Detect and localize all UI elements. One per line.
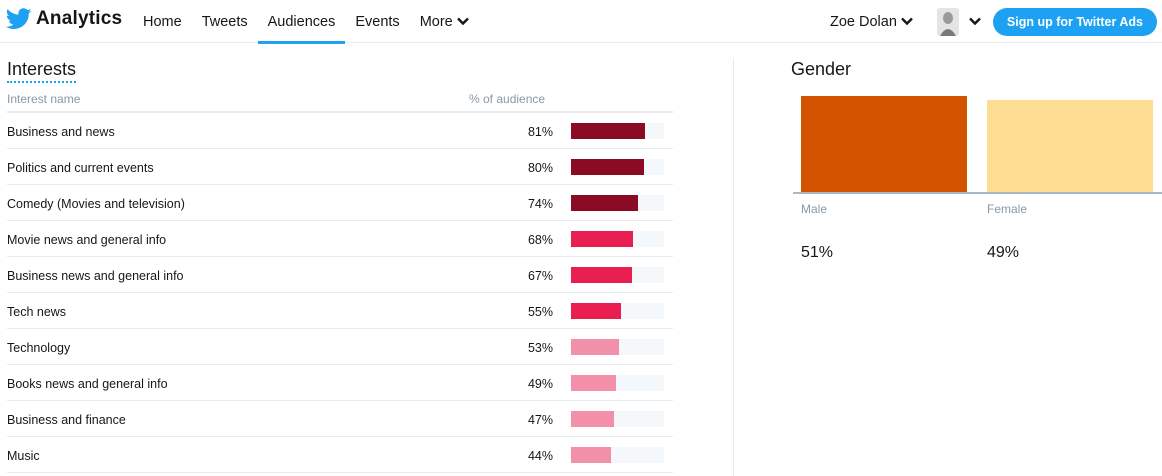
interest-bar-track — [571, 159, 664, 175]
interest-percent: 80% — [527, 161, 553, 175]
interests-table-header: Interest name % of audience — [7, 91, 673, 113]
interest-row: Business news and general info 67% — [7, 257, 673, 293]
panel-divider — [733, 58, 734, 476]
interest-bar-track — [571, 447, 664, 463]
interest-bar — [571, 267, 632, 283]
nav-home-label: Home — [143, 13, 182, 30]
gender-label-male: Male — [801, 202, 828, 216]
interest-name: Business news and general info — [7, 269, 184, 283]
interest-name: Books news and general info — [7, 377, 168, 391]
interests-title[interactable]: Interests — [7, 59, 77, 83]
main-nav: Home Tweets Audiences Events More — [133, 0, 479, 44]
interest-name: Comedy (Movies and television) — [7, 197, 185, 211]
interest-bar-track — [571, 303, 664, 319]
nav-more-label: More — [419, 13, 453, 30]
interest-bar — [571, 375, 616, 391]
gender-panel: Gender Male 51% Female 49% — [791, 59, 1162, 261]
account-nav: Zoe Dolan Sign up for Twitter Ads — [830, 0, 1162, 43]
interest-row: Music 44% — [7, 437, 673, 473]
interest-bar-track — [571, 195, 664, 211]
interest-bar — [571, 339, 619, 355]
user-menu[interactable]: Zoe Dolan — [830, 14, 913, 30]
interest-name: Politics and current events — [7, 161, 154, 175]
chevron-down-icon — [969, 17, 981, 26]
interest-name: Movie news and general info — [7, 233, 167, 247]
gender-bar-chart — [791, 84, 1162, 194]
interest-percent: 44% — [527, 449, 553, 463]
interest-bar — [571, 231, 633, 247]
signup-twitter-ads-button[interactable]: Sign up for Twitter Ads — [992, 7, 1157, 36]
interest-row: Business and news 81% — [7, 113, 673, 149]
avatar-menu[interactable] — [936, 7, 981, 36]
gender-bar-male — [801, 96, 967, 194]
column-header-interest-name: Interest name — [7, 92, 81, 106]
brand-title: Analytics — [36, 8, 123, 29]
interest-row: Books news and general info 49% — [7, 365, 673, 401]
interest-row: Business and finance 47% — [7, 401, 673, 437]
interest-name: Business and finance — [7, 413, 126, 427]
interest-percent: 74% — [527, 197, 553, 211]
interest-name: Technology — [7, 341, 71, 355]
nav-tweets[interactable]: Tweets — [192, 0, 258, 43]
interest-percent: 53% — [527, 341, 553, 355]
avatar — [936, 7, 959, 36]
chevron-down-icon — [456, 17, 469, 26]
interest-bar — [571, 195, 638, 211]
nav-audiences[interactable]: Audiences — [257, 0, 346, 44]
gender-value-male: 51% — [801, 244, 834, 261]
interest-percent: 67% — [527, 269, 553, 283]
interest-row: Comedy (Movies and television) 74% — [7, 185, 673, 221]
interest-bar — [571, 159, 644, 175]
interest-bar — [571, 123, 645, 139]
interest-bar-track — [571, 375, 664, 391]
interest-percent: 81% — [527, 125, 553, 139]
interest-bar-track — [571, 267, 664, 283]
gender-value-female: 49% — [987, 244, 1020, 261]
interest-bar-track — [571, 339, 664, 355]
interest-percent: 55% — [527, 305, 553, 319]
nav-audiences-label: Audiences — [267, 13, 336, 30]
interest-name: Tech news — [7, 305, 67, 319]
gender-axis-line — [793, 192, 1162, 194]
interest-row: Politics and current events 80% — [7, 149, 673, 185]
interest-row: Movie news and general info 68% — [7, 221, 673, 257]
interest-bar-track — [571, 123, 664, 139]
nav-tweets-label: Tweets — [201, 13, 248, 30]
interest-percent: 49% — [527, 377, 553, 391]
interest-bar-track — [571, 411, 664, 427]
brand[interactable]: Analytics — [6, 7, 122, 31]
interest-percent: 47% — [527, 413, 553, 427]
twitter-bird-icon — [6, 8, 32, 29]
interest-bar — [571, 447, 611, 463]
interest-name: Music — [7, 449, 40, 463]
interest-name: Business and news — [7, 125, 115, 139]
top-navigation-bar: Analytics Home Tweets Audiences Events M… — [0, 0, 1162, 44]
avatar-image-icon — [936, 7, 959, 36]
interest-bar-track — [571, 231, 664, 247]
gender-label-female: Female — [987, 202, 1028, 216]
nav-events[interactable]: Events — [345, 0, 409, 43]
nav-home[interactable]: Home — [133, 0, 192, 43]
interest-percent: 68% — [527, 233, 553, 247]
gender-title: Gender — [791, 59, 852, 79]
nav-events-label: Events — [355, 13, 400, 30]
interest-row: Tech news 55% — [7, 293, 673, 329]
user-name: Zoe Dolan — [829, 13, 897, 30]
interests-panel: Interests Interest name % of audience Bu… — [7, 59, 673, 473]
nav-more[interactable]: More — [410, 0, 479, 43]
gender-bar-female — [987, 100, 1153, 194]
chevron-down-icon — [901, 17, 913, 26]
interests-table-body: Business and news 81% Politics and current… — [7, 113, 673, 473]
interest-bar — [571, 303, 621, 319]
interest-row: Technology 53% — [7, 329, 673, 365]
interest-bar — [571, 411, 614, 427]
column-header-percent: % of audience — [469, 92, 546, 106]
